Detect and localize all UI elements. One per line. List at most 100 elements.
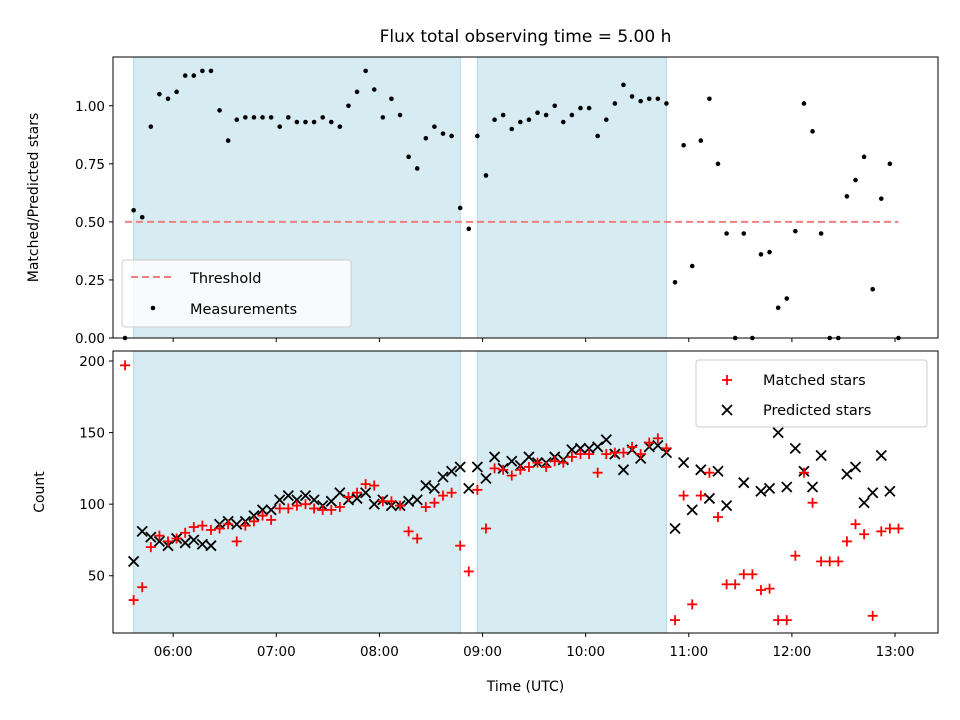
predicted-point: [360, 487, 372, 499]
predicted-point: [299, 489, 312, 502]
predicted-point: [445, 465, 458, 477]
predicted-point: [703, 492, 716, 505]
predicted-point: [523, 451, 535, 463]
xtick-label: 12:00: [772, 644, 811, 660]
matched-point: [395, 500, 406, 511]
measurement-point: [389, 96, 394, 102]
measurements-series: [122, 68, 901, 341]
matched-point: [300, 499, 311, 510]
matched-point: [283, 503, 294, 514]
predicted-point: [351, 492, 363, 505]
measurement-point: [260, 115, 265, 120]
measurement-point: [174, 89, 179, 95]
bottom-y-axis-label: Count: [32, 471, 48, 513]
predicted-point: [454, 461, 466, 473]
matched-point: [420, 502, 431, 513]
matched-point: [695, 490, 706, 501]
matched-point: [128, 595, 139, 606]
predicted-point: [574, 442, 587, 454]
matched-point: [403, 526, 414, 537]
top-ytick-label: 0.50: [75, 215, 105, 231]
predicted-point: [256, 504, 269, 516]
matched-point: [670, 615, 681, 626]
predicted-point: [334, 487, 346, 499]
measurement-point: [672, 279, 678, 285]
measurement-point: [681, 142, 686, 148]
matched-point: [154, 530, 165, 541]
matched-point: [145, 542, 156, 553]
predicted-point: [755, 485, 767, 497]
xtick-label: 09:00: [463, 644, 502, 660]
measurement-point: [397, 112, 403, 118]
predicted-point: [686, 504, 698, 516]
matched-point: [412, 533, 423, 544]
measurement-point: [371, 87, 377, 92]
matched-point: [558, 457, 569, 468]
matched-point: [498, 464, 509, 475]
bottom-x-ticks: 06:00 07:00 08:00 09:00 10:00 11:00 12:00 13:00: [154, 633, 914, 660]
predicted-point: [411, 494, 423, 506]
predicted-point: [858, 497, 870, 509]
measurement-point: [234, 117, 240, 123]
matched-point: [661, 443, 672, 454]
matched-point: [644, 437, 655, 448]
matched-point: [429, 497, 440, 508]
predicted-point: [153, 535, 166, 548]
measurement-point: [775, 305, 781, 311]
matched-point: [137, 582, 148, 593]
chart-title: Flux total observing time = 5.00 h: [380, 27, 672, 47]
measurement-point: [595, 133, 600, 139]
bottom-axes-frame: [112, 350, 939, 634]
matched-point: [721, 579, 732, 590]
matched-point: [859, 529, 870, 540]
matched-point: [515, 464, 526, 475]
top-legend: Threshold Measurements: [121, 259, 352, 328]
predicted-point: [368, 498, 380, 510]
matched-point: [231, 536, 242, 547]
measurement-point: [337, 124, 343, 129]
matched-point: [609, 447, 620, 458]
measurement-point: [552, 103, 558, 109]
xtick-label: 08:00: [360, 644, 399, 660]
measurement-point: [655, 96, 661, 102]
matched-point: [850, 519, 861, 530]
xtick-label: 06:00: [154, 644, 193, 660]
matched-point: [180, 527, 191, 538]
legend-cross-marker: [721, 404, 733, 416]
matched-point: [455, 540, 466, 551]
matched-point: [360, 479, 371, 490]
matched-point: [747, 569, 758, 580]
matched-point: [773, 615, 784, 626]
predicted-point: [772, 426, 784, 439]
top-y-ticks: 0.00 0.25 0.50 0.75 1.00: [75, 99, 113, 347]
matched-point: [326, 504, 337, 515]
measurement-point: [638, 98, 643, 104]
legend-threshold-label: Threshold: [189, 271, 261, 287]
top-y-axis-label: Matched/Predicted stars: [26, 113, 42, 283]
bottom-legend: Matched stars Predicted stars: [695, 359, 928, 428]
matched-point: [678, 490, 689, 501]
measurement-point: [328, 119, 334, 125]
legend-matched-label: Matched stars: [763, 373, 866, 389]
measurement-point: [801, 101, 807, 106]
matched-point: [248, 516, 259, 527]
xtick-label: 07:00: [257, 644, 296, 660]
measurement-point: [414, 166, 420, 171]
matched-point: [738, 569, 749, 580]
bottom-y-ticks: 50 100 150 200: [79, 354, 113, 585]
measurement-point: [311, 119, 317, 125]
matched-point: [214, 523, 225, 534]
predicted-point: [179, 537, 191, 549]
predicted-point: [763, 482, 776, 495]
predicted-point: [669, 522, 681, 535]
predicted-point: [265, 504, 277, 516]
measurement-point: [475, 133, 480, 139]
measurement-point: [492, 117, 497, 123]
matched-point: [171, 533, 182, 544]
bottom-ytick-label: 150: [79, 426, 105, 442]
matched-point: [781, 615, 792, 626]
measurement-point: [724, 231, 729, 236]
measurement-point: [466, 226, 472, 232]
top-band-1: [476, 56, 667, 339]
